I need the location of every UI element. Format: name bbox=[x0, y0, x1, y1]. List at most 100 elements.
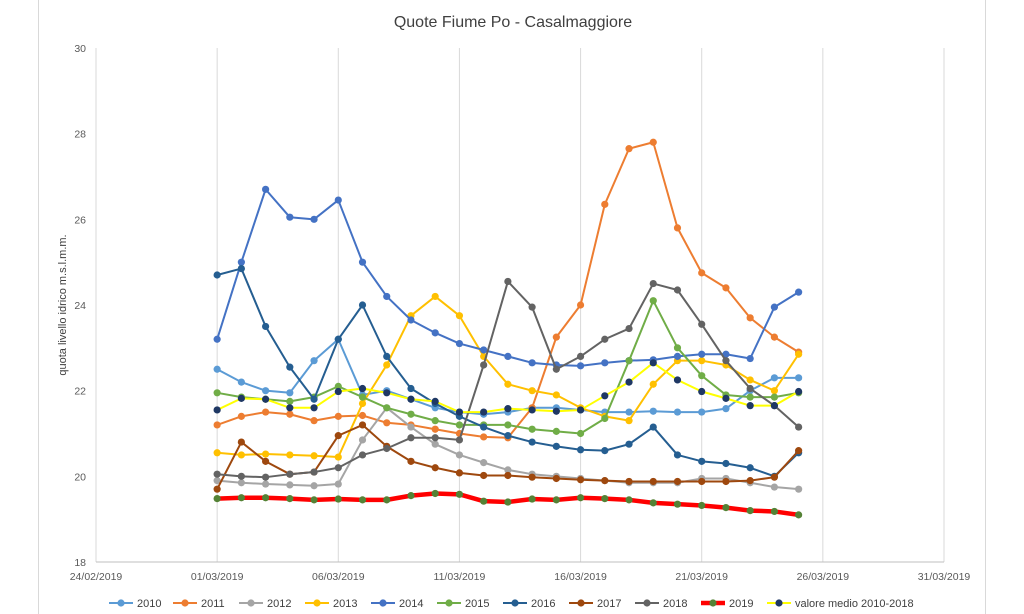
legend-label: 2018 bbox=[663, 598, 687, 610]
data-point bbox=[649, 407, 657, 415]
legend-label: 2013 bbox=[333, 598, 357, 610]
y-tick-label: 18 bbox=[74, 557, 86, 569]
data-point bbox=[213, 406, 221, 414]
data-point bbox=[431, 417, 439, 425]
data-point bbox=[746, 402, 754, 410]
legend-label: valore medio 2010-2018 bbox=[795, 598, 914, 610]
data-point bbox=[407, 410, 415, 418]
legend-item: valore medio 2010-2018 bbox=[767, 598, 914, 610]
data-point bbox=[601, 392, 609, 400]
data-point bbox=[286, 397, 294, 405]
data-point bbox=[334, 196, 342, 204]
data-point bbox=[334, 453, 342, 461]
data-point bbox=[770, 473, 779, 481]
data-point bbox=[673, 376, 682, 384]
data-point bbox=[625, 378, 633, 386]
data-point bbox=[770, 387, 779, 395]
legend-label: 2015 bbox=[465, 598, 489, 610]
data-point bbox=[286, 470, 294, 478]
data-point bbox=[237, 438, 245, 446]
data-point bbox=[673, 451, 682, 459]
data-point bbox=[528, 303, 536, 311]
legend-swatch-marker bbox=[247, 599, 255, 607]
data-point bbox=[504, 405, 512, 413]
data-point bbox=[383, 389, 391, 397]
data-point bbox=[625, 477, 633, 486]
data-point bbox=[722, 405, 730, 413]
data-point bbox=[310, 452, 318, 460]
gridlines bbox=[95, 48, 945, 563]
data-point bbox=[795, 374, 803, 382]
data-point bbox=[286, 363, 294, 371]
data-point bbox=[770, 402, 779, 410]
legend-label: 2014 bbox=[399, 598, 423, 610]
data-point bbox=[431, 397, 439, 405]
data-point bbox=[213, 477, 221, 485]
legend-swatch-marker bbox=[117, 599, 125, 607]
data-point bbox=[286, 389, 294, 397]
data-point bbox=[334, 382, 342, 390]
legend-swatch-marker bbox=[379, 599, 387, 607]
x-tick-label: 01/03/2019 bbox=[191, 571, 244, 583]
series-2014 bbox=[213, 185, 803, 370]
data-point bbox=[698, 477, 706, 486]
data-point bbox=[601, 200, 609, 208]
data-point bbox=[552, 365, 560, 373]
data-point bbox=[673, 344, 682, 352]
data-point bbox=[795, 350, 803, 358]
data-point bbox=[455, 312, 464, 320]
data-point bbox=[698, 372, 706, 380]
data-point bbox=[722, 284, 730, 292]
data-point bbox=[310, 215, 318, 223]
data-point bbox=[213, 495, 221, 503]
data-point bbox=[552, 427, 560, 435]
data-point bbox=[213, 335, 221, 343]
x-tick-label: 16/03/2019 bbox=[554, 571, 607, 583]
data-point bbox=[601, 335, 609, 343]
data-point bbox=[455, 490, 464, 498]
data-point bbox=[698, 357, 706, 365]
data-point bbox=[480, 471, 488, 480]
data-point bbox=[262, 322, 270, 331]
legend-label: 2016 bbox=[531, 598, 555, 610]
data-point bbox=[528, 495, 536, 503]
y-tick-label: 30 bbox=[74, 43, 86, 55]
data-point bbox=[698, 501, 706, 510]
data-point bbox=[213, 271, 221, 279]
legend-label: 2012 bbox=[267, 598, 291, 610]
data-point bbox=[213, 485, 221, 493]
data-point bbox=[601, 414, 609, 423]
data-point bbox=[504, 352, 512, 360]
data-point bbox=[770, 393, 779, 401]
legend-swatch-marker bbox=[775, 599, 783, 607]
data-point bbox=[746, 384, 754, 393]
data-point bbox=[358, 421, 367, 429]
data-point bbox=[286, 410, 294, 418]
data-point bbox=[237, 394, 245, 402]
data-point bbox=[431, 329, 439, 337]
series-line bbox=[217, 280, 800, 479]
data-point bbox=[334, 480, 342, 488]
data-point bbox=[649, 380, 657, 388]
data-point bbox=[213, 365, 221, 373]
legend-item: 2012 bbox=[239, 598, 291, 610]
data-point bbox=[795, 387, 803, 396]
data-point bbox=[722, 477, 730, 486]
data-point bbox=[310, 395, 318, 403]
data-point bbox=[576, 352, 585, 360]
data-point bbox=[746, 376, 754, 384]
data-point bbox=[455, 408, 464, 416]
legend-item: 2015 bbox=[437, 598, 489, 610]
data-point bbox=[625, 324, 633, 333]
data-point bbox=[504, 471, 512, 480]
data-point bbox=[746, 507, 754, 515]
data-point bbox=[576, 446, 585, 454]
data-point bbox=[649, 477, 657, 486]
series-2019 bbox=[213, 489, 803, 519]
x-tick-label: 21/03/2019 bbox=[675, 571, 728, 583]
data-point bbox=[480, 423, 488, 431]
data-point bbox=[237, 378, 245, 386]
data-point bbox=[625, 417, 633, 425]
data-point bbox=[795, 447, 803, 455]
data-point bbox=[480, 433, 488, 441]
